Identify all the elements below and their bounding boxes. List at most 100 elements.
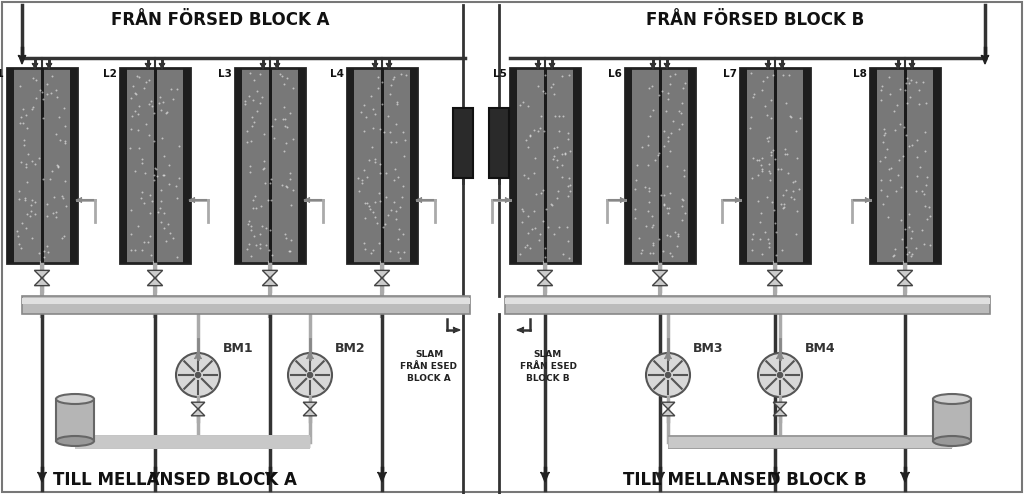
Point [775,191,792,199]
Point [526,224,543,232]
Point [372,160,388,168]
Point [876,131,892,139]
Point [922,204,938,211]
Point [641,249,657,257]
Point [55,232,72,240]
Point [57,177,74,185]
Point [517,243,534,250]
Point [743,174,760,182]
Point [560,182,577,190]
Point [240,245,256,252]
Point [523,225,540,233]
Point [651,236,668,244]
Point [395,128,412,136]
Point [529,127,546,135]
Text: L1: L1 [0,69,4,79]
Point [244,137,260,145]
Point [44,166,60,174]
Point [376,128,392,136]
Point [159,109,175,117]
Point [545,81,561,88]
Point [165,234,181,242]
Point [141,76,158,84]
Point [780,71,797,79]
Point [145,109,162,117]
Bar [625,68,632,263]
Point [896,123,912,131]
Point [36,253,52,261]
Polygon shape [191,402,205,409]
Point [248,241,264,248]
Point [547,112,563,120]
Polygon shape [147,270,163,278]
Bar [22,298,470,304]
Point [276,147,293,155]
FancyArrow shape [981,55,988,64]
Point [123,246,139,254]
Bar [120,68,190,263]
Point [902,76,919,84]
Point [374,100,390,108]
Point [894,235,910,243]
Point [241,217,257,225]
Point [393,193,410,201]
Point [519,212,536,220]
Point [243,226,259,234]
Point [560,71,577,79]
Point [375,223,391,231]
Point [889,101,905,109]
Point [638,222,654,230]
Point [669,243,685,250]
Point [382,127,398,135]
Point [47,213,63,221]
Point [674,121,690,128]
Point [362,92,379,100]
Point [530,237,547,245]
Polygon shape [773,402,786,409]
Point [387,138,403,146]
Polygon shape [35,278,49,286]
Point [656,142,673,150]
Point [662,73,678,81]
Point [57,137,74,145]
Point [532,112,549,120]
Point [39,90,55,98]
Text: BM2: BM2 [335,341,366,355]
Point [13,158,30,166]
Bar [740,68,810,263]
Point [246,232,262,240]
Point [922,241,938,249]
Point [519,143,536,151]
Point [261,179,278,187]
FancyArrow shape [650,63,655,69]
Polygon shape [662,402,675,409]
Polygon shape [538,270,553,278]
Point [899,250,915,258]
Point [243,222,259,230]
Point [146,164,163,171]
Point [912,163,929,171]
Point [540,223,556,231]
Point [123,125,139,133]
Point [249,107,265,115]
Point [784,178,801,186]
Point [759,73,775,81]
Point [893,216,909,224]
Point [388,120,404,128]
Bar [870,68,940,263]
Bar [7,68,14,263]
Point [388,98,404,106]
Point [130,103,146,111]
Point [239,138,255,146]
Point [879,145,895,153]
Point [153,106,169,114]
Point [640,161,656,169]
Point [761,133,777,141]
Point [532,189,549,197]
Point [153,198,169,206]
Bar [410,68,417,263]
Point [18,163,35,170]
Point [890,171,906,179]
Point [668,70,684,78]
Point [915,240,932,247]
